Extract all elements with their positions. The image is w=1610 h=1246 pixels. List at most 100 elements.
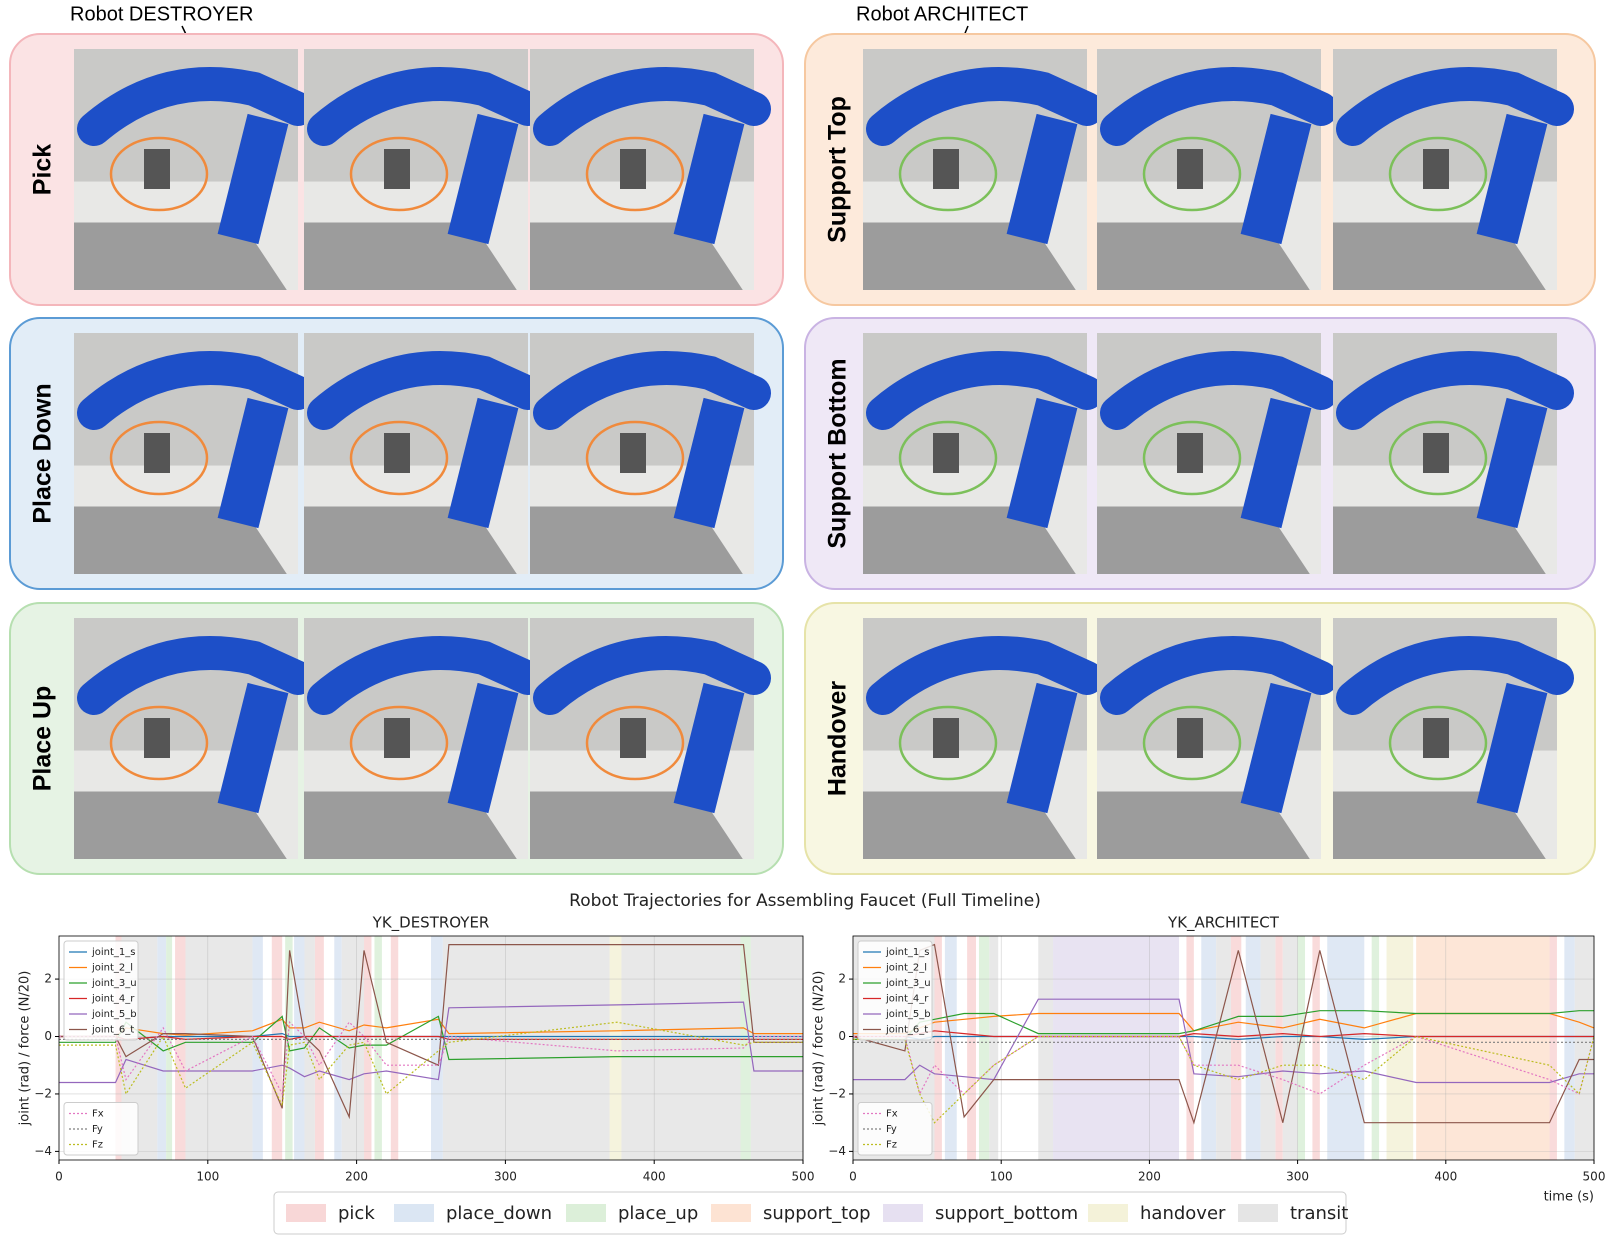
photo-robot (673, 397, 745, 529)
x-tick-label: 200 (1138, 1170, 1161, 1184)
chart-title: YK_ARCHITECT (1167, 914, 1280, 933)
legend-label: joint_3_u (91, 978, 137, 989)
series-line (59, 1021, 803, 1108)
phase-band (621, 936, 741, 1160)
photo-robot (1336, 67, 1574, 146)
legend-swatch (286, 1204, 326, 1222)
phase-band (967, 936, 977, 1160)
legend-swatch (883, 1204, 923, 1222)
y-tick-label: 2 (838, 972, 846, 986)
photo-gripper (384, 718, 410, 758)
legend-label: support_top (763, 1203, 871, 1224)
x-tick-label: 300 (494, 1170, 517, 1184)
photo-robot (447, 682, 519, 814)
photo-robot (533, 67, 771, 146)
phase-band (1186, 936, 1194, 1160)
highlight-ring (109, 136, 209, 212)
phase-band (989, 936, 999, 1160)
highlight-ring (1388, 705, 1488, 781)
phase-band (1201, 936, 1217, 1160)
y-tick-label: 2 (44, 972, 52, 986)
phase-band (1371, 936, 1380, 1160)
y-tick-label: 0 (838, 1029, 846, 1043)
x-tick-label: 0 (849, 1170, 857, 1184)
phase-band (390, 936, 399, 1160)
chart-title: YK_DESTROYER (372, 914, 490, 933)
legend-label: pick (338, 1203, 375, 1224)
photo-baseplate (74, 791, 287, 859)
y-tick-label: −2 (34, 1086, 52, 1100)
highlight-ring (1388, 420, 1488, 496)
series-line (59, 1020, 803, 1096)
highlight-ring (898, 420, 998, 496)
phase-band (442, 936, 610, 1160)
x-axis-label: time (s) (1544, 1190, 1594, 1205)
phase-band (271, 936, 283, 1160)
series-line (59, 1001, 803, 1084)
phase-band (934, 936, 942, 1160)
photo-gripper (384, 149, 410, 189)
phase-band (1327, 936, 1365, 1160)
panel-label: Pick (29, 144, 57, 196)
photo-baseplate (1097, 791, 1310, 859)
legend-label: Fy (92, 1124, 103, 1135)
photo-baseplate (304, 222, 517, 290)
legend-label: joint_2_l (91, 963, 133, 974)
legend-label: joint_5_b (91, 1009, 137, 1020)
legend-label: place_up (618, 1203, 698, 1224)
photo-gripper (933, 433, 959, 473)
legend-label: joint_1_s (885, 947, 930, 958)
x-tick-label: 400 (1434, 1170, 1457, 1184)
y-tick-label: 0 (44, 1029, 52, 1043)
photo-gripper (1423, 433, 1449, 473)
legend-label: Fx (92, 1109, 104, 1120)
highlight-ring (1142, 136, 1242, 212)
photo-baseplate (1097, 222, 1310, 290)
photo-gripper (933, 149, 959, 189)
highlight-ring (585, 705, 685, 781)
photo-gripper (384, 433, 410, 473)
photo-gripper (144, 718, 170, 758)
phase-band (1260, 936, 1276, 1160)
legend-label: Fz (92, 1140, 103, 1151)
phase-band (1053, 936, 1180, 1160)
legend-box (273, 1191, 1347, 1235)
photo-robot (77, 636, 315, 715)
legend-swatch (1238, 1204, 1278, 1222)
photo-robot (447, 113, 519, 245)
highlight-ring (349, 705, 449, 781)
phase-band (294, 936, 305, 1160)
x-tick-label: 200 (345, 1170, 368, 1184)
plot-frame (852, 935, 1595, 1161)
annotation: Robot DESTROYER (70, 3, 253, 25)
photo-gripper (1177, 718, 1203, 758)
highlight-ring (109, 420, 209, 496)
photo-robot (866, 636, 1104, 715)
panel-label: Place Up (29, 686, 57, 792)
photo-gripper (933, 718, 959, 758)
photo-robot (307, 636, 545, 715)
phase-band (1416, 936, 1550, 1160)
highlight-ring (109, 705, 209, 781)
series-line (853, 1010, 1594, 1040)
legend-label: joint_6_t (91, 1025, 134, 1036)
legend-label: joint_4_r (91, 994, 135, 1005)
phase-band (304, 936, 315, 1160)
phase-band (157, 936, 167, 1160)
photo-baseplate (304, 506, 517, 574)
plot-frame (58, 935, 804, 1161)
photo-baseplate (530, 222, 743, 290)
legend-box (63, 940, 139, 1041)
photo-robot (1006, 682, 1078, 814)
highlight-ring (1142, 705, 1242, 781)
legend-swatch (711, 1204, 751, 1222)
photo-robot (1476, 682, 1548, 814)
photo-robot (217, 113, 289, 245)
figure-title: Robot Trajectories for Assembling Faucet… (569, 891, 1041, 911)
photo-robot (217, 682, 289, 814)
phase-band (1564, 936, 1575, 1160)
phase-band (185, 936, 253, 1160)
photo-baseplate (1333, 791, 1546, 859)
photo-robot (1006, 397, 1078, 529)
photo-gripper (144, 433, 170, 473)
